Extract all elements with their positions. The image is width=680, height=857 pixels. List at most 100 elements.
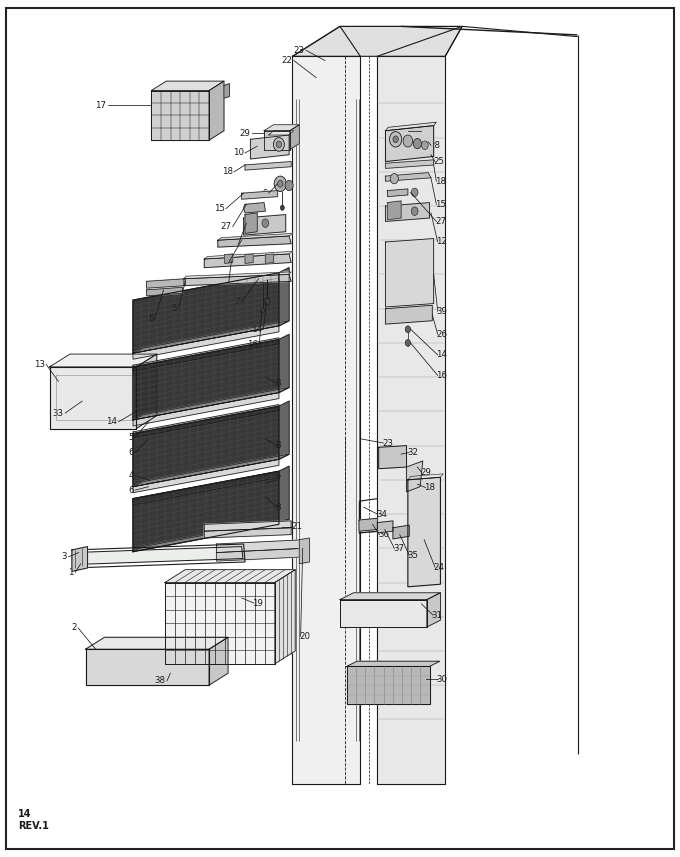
- Polygon shape: [137, 354, 157, 428]
- Polygon shape: [299, 538, 309, 564]
- Polygon shape: [347, 667, 430, 704]
- Text: 14: 14: [251, 325, 262, 333]
- Text: 14: 14: [437, 351, 447, 359]
- Polygon shape: [133, 338, 279, 371]
- Polygon shape: [133, 273, 279, 353]
- Text: 22: 22: [282, 56, 292, 65]
- Text: 14
REV.1: 14 REV.1: [18, 809, 48, 830]
- Text: 29: 29: [420, 126, 431, 135]
- Text: 18: 18: [435, 177, 446, 186]
- Polygon shape: [133, 459, 279, 493]
- Polygon shape: [204, 254, 291, 267]
- Polygon shape: [290, 125, 299, 150]
- Text: 24: 24: [434, 562, 445, 572]
- Polygon shape: [133, 454, 289, 487]
- Polygon shape: [279, 466, 289, 524]
- Circle shape: [262, 219, 269, 227]
- Polygon shape: [359, 518, 377, 531]
- Polygon shape: [275, 570, 295, 664]
- Circle shape: [390, 173, 398, 183]
- Text: 5: 5: [171, 304, 177, 313]
- Polygon shape: [133, 339, 279, 420]
- Text: 14: 14: [106, 417, 118, 426]
- Polygon shape: [250, 135, 289, 159]
- Polygon shape: [147, 279, 185, 288]
- Polygon shape: [218, 236, 291, 247]
- Text: 7: 7: [235, 297, 240, 306]
- Circle shape: [422, 141, 428, 150]
- Circle shape: [390, 132, 402, 147]
- Text: 18: 18: [222, 167, 233, 177]
- Polygon shape: [386, 123, 437, 131]
- Text: 27: 27: [435, 217, 446, 226]
- Polygon shape: [209, 81, 224, 141]
- Polygon shape: [388, 201, 401, 219]
- Polygon shape: [408, 474, 443, 480]
- Text: 19: 19: [252, 598, 263, 608]
- Text: 34: 34: [376, 510, 387, 518]
- Circle shape: [274, 176, 286, 191]
- Text: 15: 15: [435, 200, 446, 209]
- Polygon shape: [386, 160, 434, 168]
- Polygon shape: [152, 81, 224, 91]
- Text: 29: 29: [239, 129, 250, 138]
- Polygon shape: [50, 354, 157, 367]
- Text: 38: 38: [154, 676, 166, 686]
- Polygon shape: [393, 525, 409, 539]
- Polygon shape: [133, 406, 279, 487]
- Polygon shape: [50, 367, 137, 428]
- Text: 8: 8: [275, 379, 281, 387]
- Text: 26: 26: [437, 330, 447, 339]
- Polygon shape: [245, 213, 257, 233]
- Text: 6: 6: [129, 448, 134, 457]
- Text: 21: 21: [291, 523, 302, 531]
- Polygon shape: [269, 131, 294, 135]
- Polygon shape: [204, 528, 291, 538]
- Text: 7: 7: [275, 476, 281, 484]
- Text: 15: 15: [214, 204, 224, 213]
- Circle shape: [273, 138, 284, 152]
- Text: 39: 39: [437, 307, 447, 315]
- Polygon shape: [292, 27, 462, 57]
- Circle shape: [405, 339, 411, 346]
- Text: 27: 27: [220, 222, 231, 231]
- Polygon shape: [243, 214, 286, 235]
- Polygon shape: [386, 238, 434, 307]
- Polygon shape: [184, 274, 291, 285]
- Polygon shape: [386, 126, 434, 162]
- Polygon shape: [279, 401, 289, 459]
- Text: 17: 17: [95, 100, 106, 110]
- Polygon shape: [279, 267, 289, 326]
- Circle shape: [411, 207, 418, 215]
- Polygon shape: [147, 287, 182, 296]
- Polygon shape: [340, 593, 441, 600]
- Polygon shape: [216, 540, 305, 553]
- Text: 9: 9: [262, 189, 267, 198]
- Polygon shape: [386, 202, 430, 221]
- Polygon shape: [264, 125, 299, 131]
- Polygon shape: [133, 519, 289, 552]
- Text: 33: 33: [53, 409, 64, 417]
- Polygon shape: [72, 547, 88, 572]
- Circle shape: [265, 298, 270, 305]
- Polygon shape: [86, 638, 228, 650]
- Circle shape: [411, 188, 418, 196]
- Text: 8: 8: [275, 503, 281, 512]
- Circle shape: [260, 308, 265, 313]
- Text: 4: 4: [129, 471, 134, 480]
- Text: 8: 8: [275, 441, 281, 450]
- Polygon shape: [74, 547, 243, 565]
- Polygon shape: [133, 321, 289, 353]
- Text: 12: 12: [226, 240, 237, 249]
- Text: 20: 20: [299, 632, 310, 641]
- Polygon shape: [165, 583, 275, 664]
- Circle shape: [403, 135, 413, 147]
- Text: 12: 12: [437, 237, 447, 247]
- Polygon shape: [204, 521, 291, 531]
- Text: 40: 40: [216, 258, 227, 267]
- Polygon shape: [133, 405, 279, 438]
- Polygon shape: [133, 393, 279, 426]
- Polygon shape: [184, 272, 291, 279]
- Polygon shape: [216, 548, 305, 561]
- Polygon shape: [165, 570, 295, 583]
